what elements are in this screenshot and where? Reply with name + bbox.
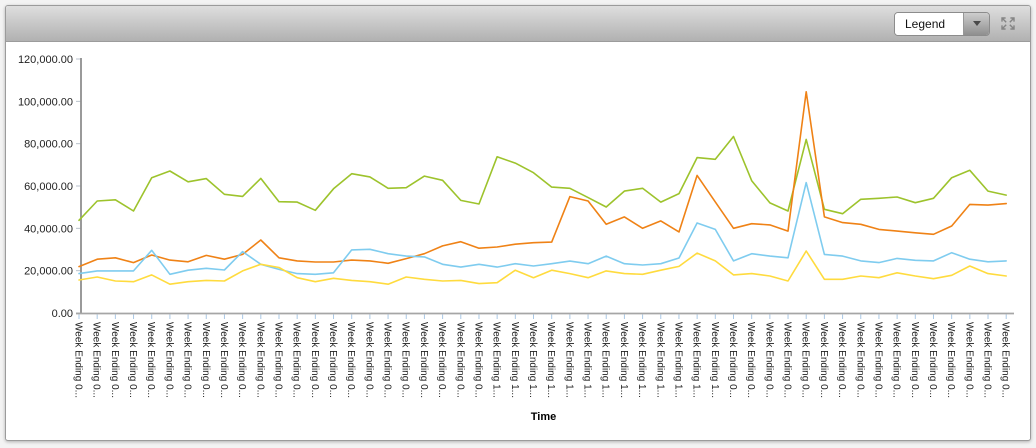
x-axis-label: Week Ending 0...	[1000, 322, 1011, 398]
x-axis-label: Week Ending 1...	[709, 322, 720, 398]
series-line-blue	[78, 181, 1008, 276]
y-axis-tick-label: 20,000.00	[24, 266, 73, 278]
x-axis-label: Week Ending 1...	[600, 322, 611, 398]
x-axis-label: Week Ending 1...	[582, 322, 593, 398]
x-axis-label: Week Ending 1...	[527, 322, 538, 398]
x-axis-label: Week Ending 0...	[109, 322, 120, 398]
x-axis-label: Week Ending 0...	[400, 322, 411, 398]
x-axis-label: Week Ending 0...	[745, 322, 756, 398]
x-axis-label: Week Ending 0...	[854, 322, 865, 398]
y-axis-tick-label: 100,000.00	[18, 96, 73, 108]
x-axis-label: Week Ending 0...	[454, 322, 465, 398]
x-axis-label: Week Ending 1...	[491, 322, 502, 398]
x-axis-label: Week Ending 0...	[163, 322, 174, 398]
x-axis-label: Week Ending 0...	[272, 322, 283, 398]
x-axis-label: Week Ending 0...	[291, 322, 302, 398]
y-axis-tick-label: 120,000.00	[18, 54, 73, 66]
x-axis-label: Week Ending 0...	[963, 322, 974, 398]
x-axis-label: Week Ending 0...	[182, 322, 193, 398]
y-axis-tick-label: 60,000.00	[24, 181, 73, 193]
y-axis-tick-label: 40,000.00	[24, 223, 73, 235]
x-axis-label: Week Ending 0...	[254, 322, 265, 398]
series-line-orange	[78, 90, 1008, 268]
x-axis-label: Week Ending 0...	[836, 322, 847, 398]
x-axis-title: Time	[531, 411, 556, 423]
x-axis-label: Week Ending 1...	[509, 322, 520, 398]
x-axis-label: Week Ending 0...	[436, 322, 447, 398]
x-axis-label: Week Ending 0...	[200, 322, 211, 398]
series-line-green	[78, 135, 1008, 222]
x-axis-label: Week Ending 0...	[945, 322, 956, 398]
chart-area: 120,000.00 100,000.00 80,000.00 60,000.00 40…	[6, 42, 1030, 439]
x-axis-label: Week Ending 0...	[927, 322, 938, 398]
chart-widget: Legend 120,000.00 100,000.00 80,000.00 60,0…	[5, 5, 1031, 441]
x-axis-label: Week Ending 1...	[654, 322, 665, 398]
x-axis-label: Week Ending 1...	[618, 322, 629, 398]
y-axis-tick-label: 0.00	[52, 308, 73, 320]
x-axis-label: Week Ending 0...	[382, 322, 393, 398]
x-axis-label: Week Ending 1...	[545, 322, 556, 398]
x-axis-label: Week Ending 0...	[727, 322, 738, 398]
x-axis-label: Week Ending 1...	[636, 322, 647, 398]
x-axis-label: Week Ending 0...	[982, 322, 993, 398]
x-axis-label: Week Ending 0...	[782, 322, 793, 398]
chevron-down-icon	[972, 21, 981, 26]
x-axis-label: Week Ending 0...	[127, 322, 138, 398]
x-axis-label: Week Ending 0...	[309, 322, 320, 398]
x-axis-label: Week Ending 1...	[691, 322, 702, 398]
x-axis-label: Week Ending 0...	[73, 322, 84, 398]
x-axis-label: Week Ending 0...	[472, 322, 483, 398]
x-axis-label: Week Ending 0...	[763, 322, 774, 398]
y-axis-tick-label: 80,000.00	[24, 139, 73, 151]
legend-dropdown-button[interactable]	[963, 12, 989, 35]
x-axis-label: Week Ending 0...	[800, 322, 811, 398]
x-axis-label: Week Ending 0...	[236, 322, 247, 398]
x-axis-label: Week Ending 0...	[145, 322, 156, 398]
x-axis-label: Week Ending 0...	[91, 322, 102, 398]
series-line-yellow	[78, 250, 1008, 285]
chart-toolbar: Legend	[6, 6, 1030, 42]
x-axis-label: Week Ending 0...	[872, 322, 883, 398]
x-axis-label: Week Ending 0...	[363, 322, 374, 398]
x-axis-label: Week Ending 0...	[818, 322, 829, 398]
line-chart: 120,000.00 100,000.00 80,000.00 60,000.00 40…	[18, 54, 1014, 423]
x-axis-label: Week Ending 0...	[345, 322, 356, 398]
expand-arrows-icon[interactable]	[999, 16, 1017, 31]
x-axis-label: Week Ending 0...	[909, 322, 920, 398]
x-axis-label: Week Ending 0...	[418, 322, 429, 398]
x-axis-label: Week Ending 1...	[563, 322, 574, 398]
x-axis-label: Week Ending 0...	[327, 322, 338, 398]
x-axis-label: Week Ending 0...	[891, 322, 902, 398]
legend-dropdown-label: Legend	[895, 12, 963, 35]
x-axis-label: Week Ending 0...	[218, 322, 229, 398]
x-axis-label: Week Ending 1...	[672, 322, 683, 398]
legend-dropdown[interactable]: Legend	[894, 11, 990, 36]
